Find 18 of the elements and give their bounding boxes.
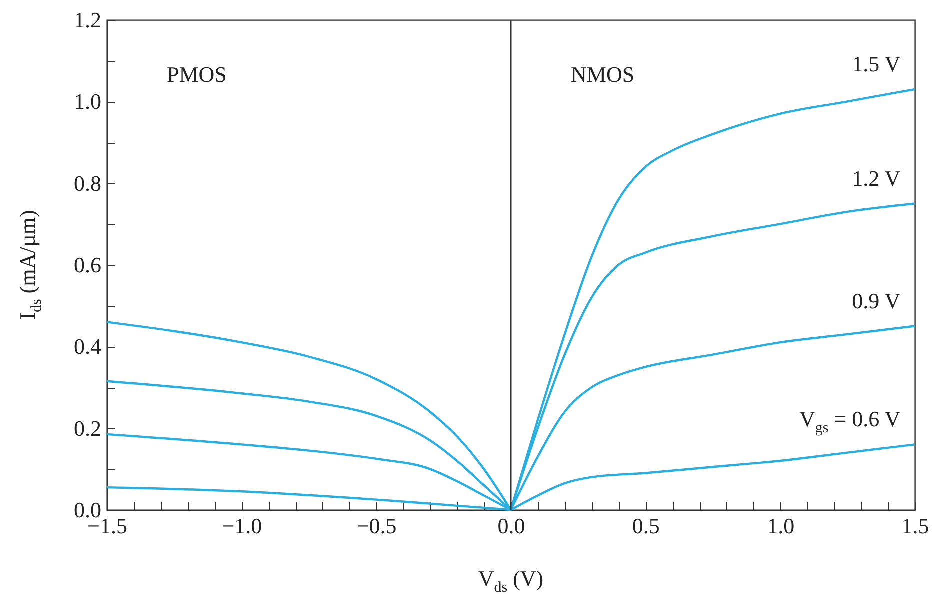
y-tick-label: 1.0 [74, 89, 102, 114]
x-tick-label: 0.5 [632, 514, 660, 538]
x-tick-label: −0.5 [356, 514, 397, 538]
annotation: NMOS [571, 62, 635, 87]
x-tick-label: −1.0 [222, 514, 262, 538]
y-tick-label: 0.8 [74, 170, 102, 196]
y-axis-title: Ids (mA/µm) [15, 210, 45, 320]
series-label: 0.9 V [852, 288, 901, 314]
y-tick-label: 0.2 [74, 416, 102, 441]
y-tick-label: 1.2 [74, 8, 102, 32]
y-tick-label: 0.6 [74, 252, 102, 278]
x-tick-label: 1.5 [902, 514, 930, 538]
y-tick-label: 0.4 [74, 334, 102, 360]
x-tick-label: 0.0 [498, 514, 526, 538]
x-tick-label: 1.0 [767, 514, 795, 538]
annotation: PMOS [167, 62, 227, 87]
series-label: 1.5 V [852, 51, 901, 76]
series-label: 1.2 V [852, 166, 901, 191]
